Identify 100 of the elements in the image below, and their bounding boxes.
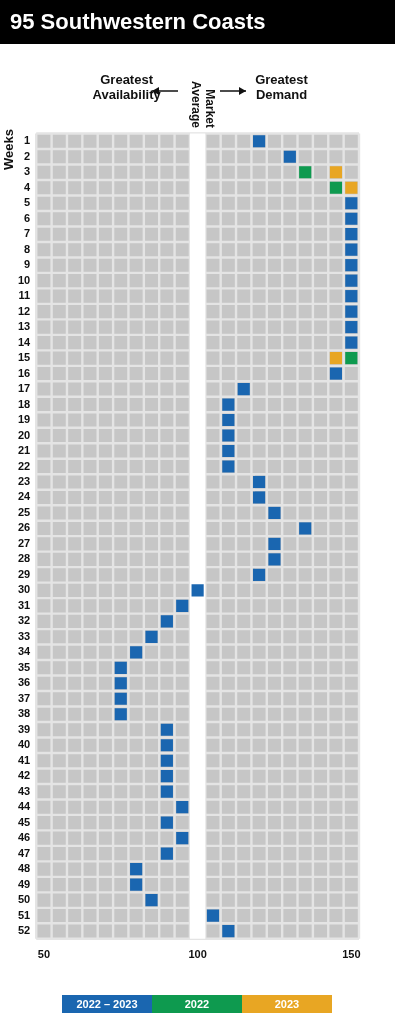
point [206,909,220,922]
point [283,150,296,163]
y-tick-label: 20 [17,428,31,441]
y-tick-label: 13 [17,320,31,333]
point [160,816,173,829]
y-tick-label: 47 [17,846,31,859]
y-tick-label: 12 [17,304,31,317]
text: Greatest Availability [92,71,162,102]
point [114,692,127,705]
point [345,243,358,256]
y-tick-label: 10 [17,273,31,286]
text: 2022 [152,995,242,1013]
y-tick-label: 11 [18,289,31,302]
point [253,475,266,489]
point [237,382,250,396]
chart-title: 95 Southwestern Coasts [0,0,395,44]
point [160,615,173,628]
y-tick-label: 22 [17,459,31,472]
y-tick-label: 19 [17,413,31,426]
point [299,522,312,535]
y-tick-label: 42 [17,769,31,782]
y-tick-label: 29 [17,567,31,580]
point [345,336,358,349]
point [222,460,235,473]
text: 2023 [242,995,332,1013]
point [130,863,143,876]
y-tick-label: 32 [17,614,31,627]
y-tick-label: 8 [24,242,31,255]
point [176,832,189,845]
point [160,739,173,752]
point [160,785,173,798]
y-tick-label: 49 [17,877,31,890]
y-tick-label: 2 [24,149,31,162]
y-tick-label: 45 [17,815,31,828]
y-tick-label: 39 [17,722,31,735]
y-tick-label: 4 [24,180,32,193]
y-tick-label: 16 [17,366,31,379]
y-tick-label: 33 [17,629,31,642]
point [222,398,235,411]
x-tick-label: 50 [37,948,51,961]
y-tick-label: 21 [17,444,31,457]
point [222,444,235,458]
y-tick-label: 30 [17,583,31,596]
point [222,924,235,938]
point [329,166,343,179]
point [191,584,204,597]
point [329,367,343,380]
point [345,212,358,225]
y-tick-label: 43 [17,784,31,797]
point [345,259,358,272]
point [222,413,235,427]
point [114,708,127,721]
y-tick-label: 14 [17,335,32,348]
y-tick-label: 36 [17,676,31,689]
y-tick-label: 35 [17,660,31,673]
point [345,305,358,318]
y-tick-label: 18 [17,397,31,410]
x-tick-label: 100 [188,948,207,961]
point [114,661,127,674]
y-tick-label: 25 [17,505,31,518]
point [160,847,173,860]
point [329,181,343,194]
y-tick-label: 23 [17,475,31,488]
point [160,770,173,783]
y-tick-label: 40 [17,738,31,751]
ref-line-label: Market Average [189,81,218,129]
y-tick-label: 3 [24,165,31,178]
y-tick-label: 24 [17,490,32,503]
y-tick-label: 52 [17,924,31,937]
point [345,181,358,194]
point [222,429,235,442]
text: 2022 – 2023 [62,995,152,1013]
y-tick-label: 37 [17,691,31,704]
y-tick-label: 51 [17,908,31,921]
y-tick-label: 15 [17,351,31,364]
point [345,321,358,334]
y-tick-label: 26 [17,521,31,534]
y-tick-label: 38 [17,707,31,720]
text: Greatest Demand [255,71,309,102]
point [329,352,343,365]
y-tick-label: 48 [17,862,31,875]
y-tick-label: 17 [17,382,31,395]
point [299,166,312,179]
point [130,878,143,891]
point [114,677,127,690]
point [145,894,158,907]
point [130,646,143,659]
y-tick-label: 28 [17,552,31,565]
point [345,290,358,303]
y-tick-label: 44 [17,800,32,813]
y-tick-label: 34 [17,645,32,658]
point [253,491,266,504]
y-tick-label: 5 [24,196,31,209]
y-axis-title: Weeks [0,129,16,170]
point [176,599,189,612]
y-tick-label: 7 [24,227,31,240]
y-tick-label: 50 [17,893,31,906]
point [345,274,358,287]
y-tick-label: 6 [24,211,31,224]
point [268,506,281,520]
